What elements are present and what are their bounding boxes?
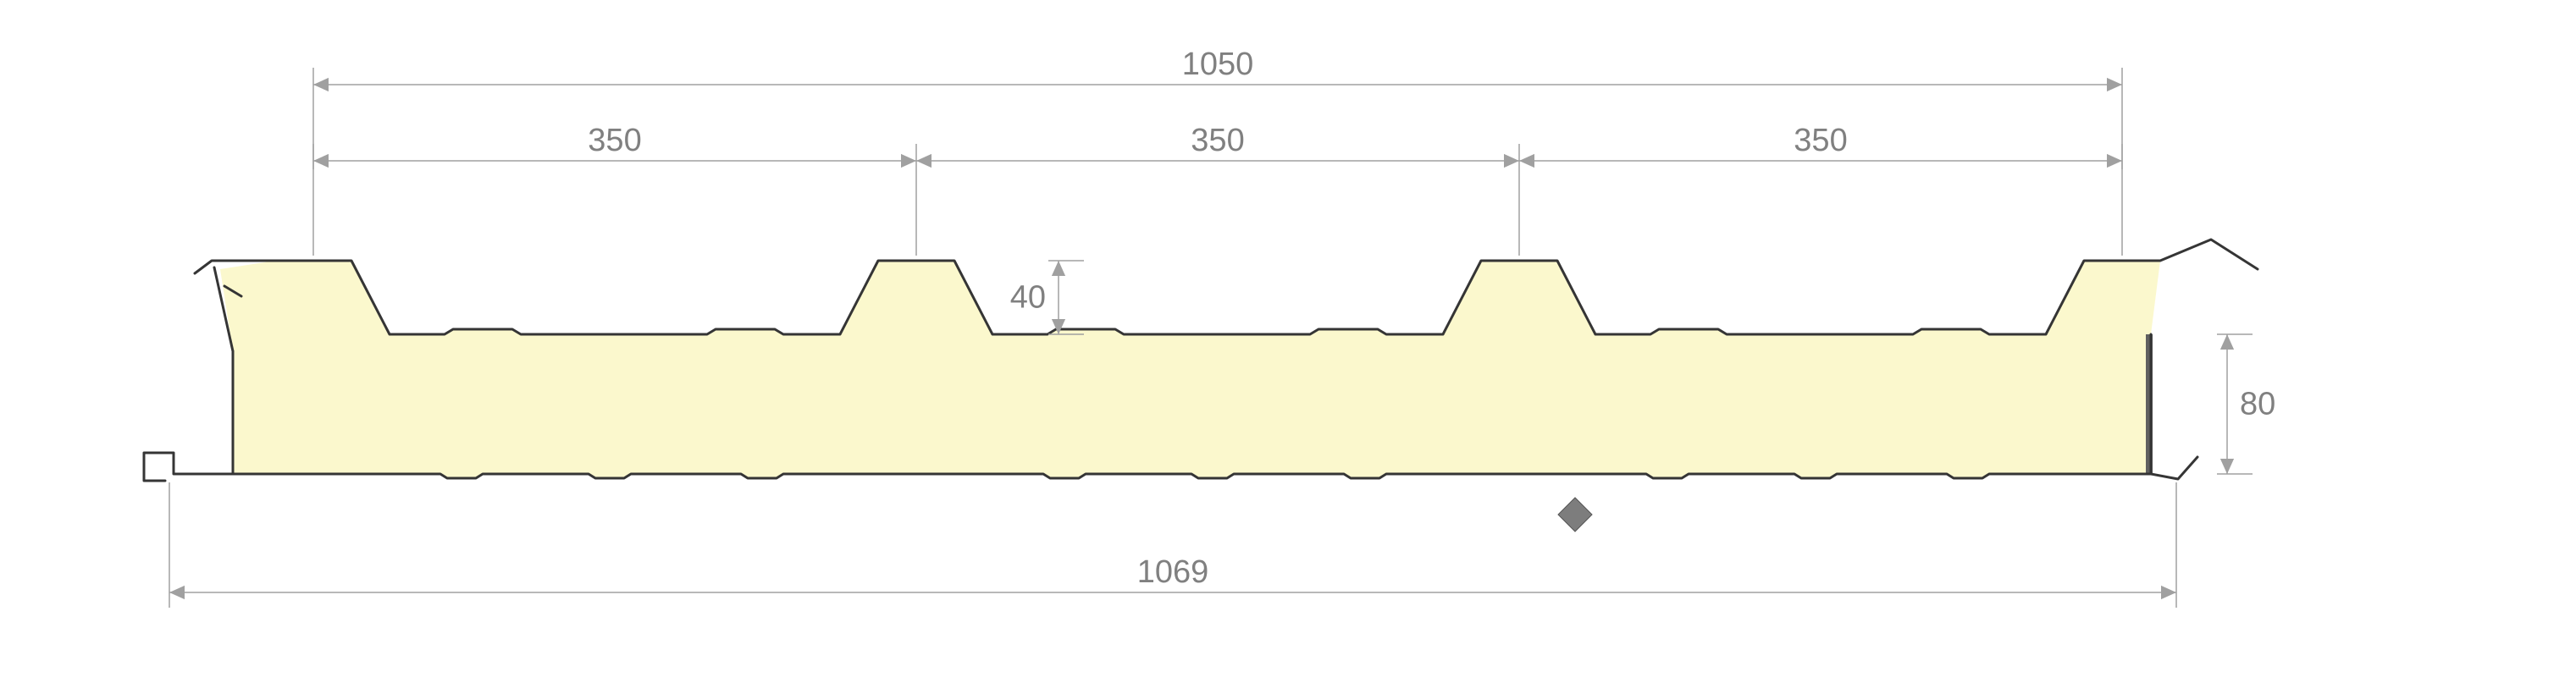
right-bottom-flange [2151,457,2197,479]
dim-rib-height-value: 40 [1010,280,1046,316]
dim-pitch-c-value: 350 [1794,123,1847,158]
dim-overall-top: 1050 [313,47,2122,85]
dim-pitch-a-value: 350 [588,123,641,158]
dim-pitch-a: 350 [313,123,916,161]
panel-core [220,261,2160,478]
top-skin [195,240,2258,334]
dim-overall-bottom: 1069 [169,554,2176,592]
dim-overall-bottom-value: 1069 [1137,554,1209,590]
dim-pitch-b-value: 350 [1191,123,1244,158]
left-bottom-bracket [144,453,233,481]
dim-overall-top-value: 1050 [1182,47,1254,82]
bottom-skin [233,474,2151,478]
dim-pitch-b: 350 [916,123,1519,161]
technical-drawing: 1050 350 350 350 40 80 1069 [0,0,2576,694]
diamond-marker [1558,498,1592,532]
dim-rib-height: 40 [1010,261,1084,334]
dim-panel-thickness: 80 [2217,334,2275,474]
dim-pitch-c: 350 [1519,123,2122,161]
dim-panel-thickness-value: 80 [2240,387,2275,422]
